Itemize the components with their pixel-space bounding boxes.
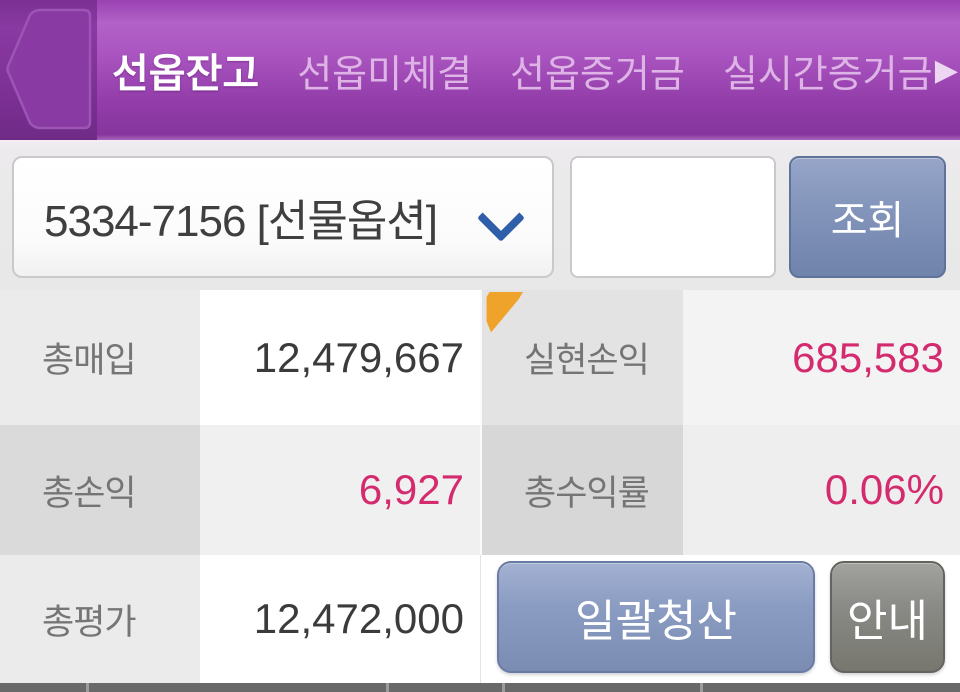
total-return-rate-label-cell: 총수익률 [482,425,683,555]
tab-futures-options-margin[interactable]: 선옵증거금 [510,53,685,96]
account-selector-value: 5334-7156 [선물옵션] [44,197,438,246]
strip-divider [700,683,703,692]
total-purchase-value: 12,479,667 [253,333,464,381]
total-return-rate-value: 0.06% [824,466,944,513]
realized-pl-value-cell: 685,583 [683,290,960,425]
strip-divider [502,683,505,692]
back-arrow-icon [6,8,92,130]
next-table-header-strip [0,683,960,692]
column-divider [480,555,481,683]
total-valuation-value: 12,472,000 [253,595,464,642]
tab-list: 선옵잔고 선옵미체결 선옵증거금 실시간증거금 [112,0,933,140]
realized-pl-value: 685,583 [792,333,944,381]
total-valuation-value-cell: 12,472,000 [200,555,480,683]
column-divider [480,290,482,555]
chevron-down-icon [484,193,518,227]
strip-divider [386,683,389,692]
total-pl-label: 총손익 [42,473,137,513]
more-tabs-arrow-icon[interactable]: ▶ [934,54,958,87]
tab-realtime-margin[interactable]: 실시간증거금 [722,53,933,96]
account-selector[interactable]: 5334-7156 [선물옵션] [12,156,554,278]
realized-pl-label-cell: 실현손익 [482,290,683,425]
total-purchase-label-cell: 총매입 [0,290,200,425]
tab-futures-options-unfilled[interactable]: 선옵미체결 [297,53,473,96]
total-purchase-value-cell: 12,479,667 [200,290,480,425]
inquiry-button[interactable]: 조회 [789,156,946,278]
total-pl-value-cell: 6,927 [200,425,480,555]
tab-futures-options-balance[interactable]: 선옵잔고 [112,52,260,96]
total-valuation-label: 총평가 [42,602,137,642]
info-button[interactable]: 안내 [830,561,945,673]
total-purchase-label: 총매입 [42,341,137,380]
strip-divider [86,683,89,692]
liquidate-all-button[interactable]: 일괄청산 [497,561,815,673]
top-tab-bar: 선옵잔고 선옵미체결 선옵증거금 실시간증거금 ▶ [0,0,960,140]
action-button-area: 일괄청산 안내 [481,555,960,683]
total-return-rate-label: 총수익률 [524,473,650,513]
total-pl-label-cell: 총손익 [0,425,200,555]
total-return-rate-value-cell: 0.06% [683,425,960,555]
password-input[interactable] [570,156,776,278]
realized-pl-label: 실현손익 [524,341,650,380]
summary-table: 총매입 12,479,667 실현손익 685,583 총손익 6,927 총수… [0,290,960,683]
query-controls: 5334-7156 [선물옵션] 조회 [0,140,960,290]
total-pl-value: 6,927 [358,466,464,513]
total-valuation-label-cell: 총평가 [0,555,200,683]
back-button[interactable] [0,0,97,140]
